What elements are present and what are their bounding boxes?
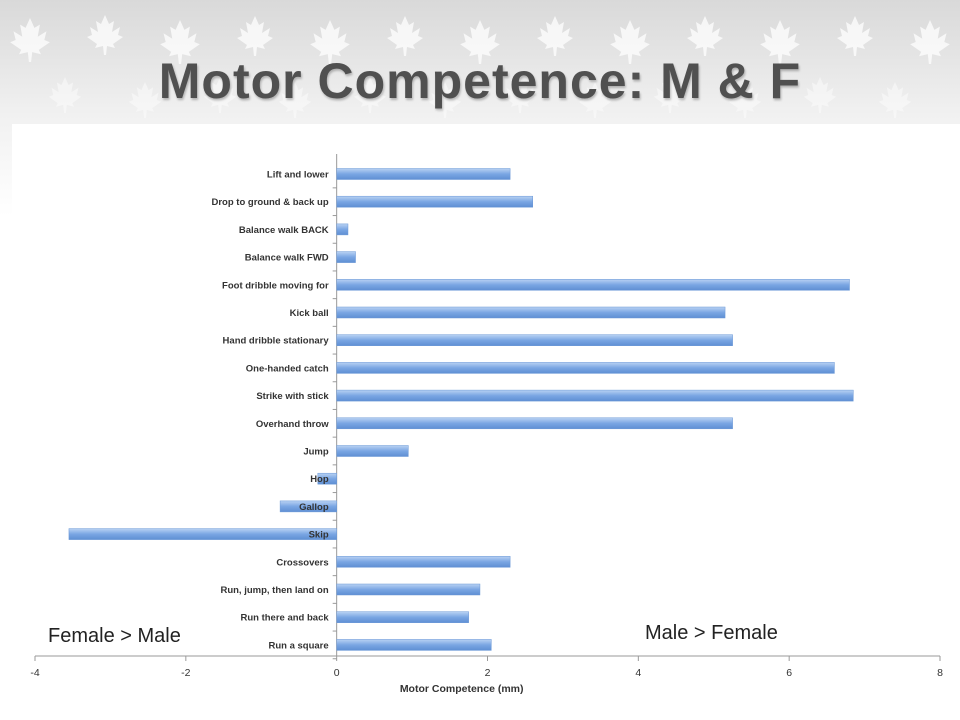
female-greater-note: Female > Male — [48, 625, 181, 647]
bar — [336, 334, 733, 346]
x-tick-label: 6 — [786, 667, 792, 679]
bar — [336, 556, 511, 568]
category-label: Gallop — [299, 502, 329, 513]
category-label: Foot dribble moving for — [222, 280, 329, 291]
slide-title: Motor Competence: M & F — [158, 53, 802, 109]
category-label: Lift and lower — [267, 170, 329, 181]
category-label: Hop — [310, 474, 329, 485]
category-label: Jump — [303, 447, 329, 458]
bar — [336, 389, 854, 402]
bar-chart: Lift and lower Drop to ground & back up Ba… — [30, 154, 943, 695]
bar — [336, 611, 469, 623]
category-label: Crossovers — [276, 557, 328, 568]
bar — [336, 445, 409, 457]
x-tick-label: 8 — [937, 667, 943, 679]
x-tick-label: 2 — [485, 667, 491, 679]
category-label: Run, jump, then land on — [220, 585, 328, 596]
bar — [336, 306, 726, 319]
x-axis-title: Motor Competence (mm) — [400, 683, 524, 695]
category-label: Drop to ground & back up — [211, 197, 328, 208]
bar — [336, 639, 492, 651]
category-label: One-handed catch — [246, 363, 329, 374]
bar — [336, 583, 481, 596]
x-tick-label: 4 — [635, 667, 641, 679]
bar — [336, 279, 850, 291]
category-label: Strike with stick — [256, 391, 329, 402]
x-tick-label: -2 — [181, 667, 190, 679]
bar — [336, 223, 349, 236]
category-label: Balance walk BACK — [239, 225, 329, 236]
bar — [68, 528, 337, 540]
bar — [279, 500, 337, 513]
category-label: Run there and back — [240, 613, 329, 624]
category-label: Run a square — [268, 640, 328, 651]
bar — [336, 251, 356, 263]
bar — [317, 472, 337, 485]
x-tick-label: 0 — [334, 667, 340, 679]
x-tick-label: -4 — [30, 667, 39, 679]
bar — [336, 195, 533, 208]
bar — [336, 417, 733, 430]
category-label: Skip — [309, 530, 329, 541]
category-label: Overhand throw — [256, 419, 329, 430]
bar — [336, 168, 511, 180]
category-label: Balance walk FWD — [245, 253, 329, 264]
category-label: Hand dribble stationary — [223, 336, 330, 347]
male-greater-note: Male > Female — [645, 622, 778, 644]
chart-area — [12, 124, 960, 696]
bar — [336, 362, 835, 374]
category-label: Kick ball — [290, 308, 329, 319]
